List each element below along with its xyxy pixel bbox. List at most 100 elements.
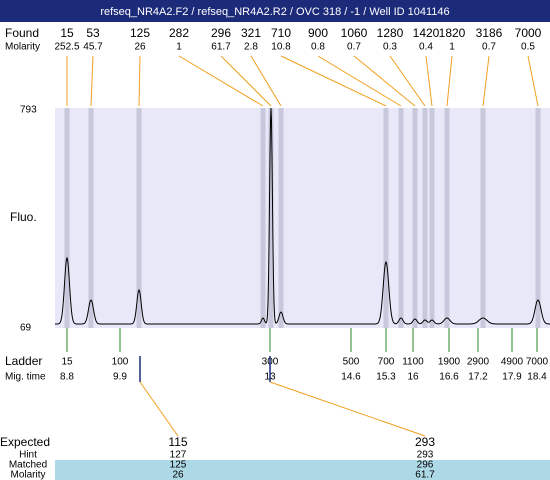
expected-size: 115 (168, 435, 187, 449)
ladder-size: 15 (61, 357, 73, 368)
fluo-label: Fluo. (10, 210, 37, 224)
ladder-time: 16 (407, 372, 419, 383)
peak-band (398, 108, 404, 328)
ladder-time: 15.3 (376, 372, 396, 383)
peak-band (535, 108, 541, 328)
found-molarity: 0.8 (311, 42, 325, 53)
found-molarity: 1 (176, 42, 182, 53)
title: refseq_NR4A2.F2 / refseq_NR4A2.R2 / OVC … (100, 6, 449, 18)
ladder-size: 7000 (526, 357, 549, 368)
found-molarity: 26 (134, 42, 146, 53)
found-size: 1420 (413, 26, 440, 40)
expected-size: 293 (415, 435, 435, 449)
found-size: 15 (60, 26, 74, 40)
found-size: 296 (211, 26, 231, 40)
peak-connector (90, 55, 94, 107)
ladder-size: 2900 (467, 357, 490, 368)
peak-connector (138, 55, 141, 107)
title-bar (0, 0, 550, 22)
peak-band (444, 108, 450, 328)
peak-band (412, 108, 418, 328)
match-connector (269, 381, 426, 437)
peak-connector (446, 55, 453, 107)
found-molarity: 0.7 (482, 42, 496, 53)
ladder-size: 1900 (438, 357, 461, 368)
peak-band (268, 108, 274, 328)
fluo-max: 793 (20, 105, 37, 116)
peak-connector (220, 55, 272, 107)
found-size: 710 (271, 26, 291, 40)
peak-connector (317, 55, 402, 107)
peak-connector (178, 55, 264, 107)
ladder-size: 1100 (402, 357, 424, 368)
ladder-time: 16.6 (439, 372, 459, 383)
found-size: 282 (169, 26, 189, 40)
molarity-label: Molarity (5, 42, 40, 53)
found-size: 1280 (377, 26, 404, 40)
hint-size: 127 (170, 450, 187, 461)
peak-connector (280, 55, 387, 107)
peak-band (429, 108, 435, 328)
peak-connector (353, 55, 416, 107)
peak-connector (425, 55, 433, 107)
ladder-time: 17.9 (502, 372, 522, 383)
peak-band (136, 108, 142, 328)
trace (55, 107, 550, 325)
peak-band (64, 108, 70, 328)
peak-band (278, 108, 284, 328)
ladder-time: 17.2 (468, 372, 488, 383)
hint-size: 293 (417, 450, 434, 461)
match-connector (139, 381, 179, 437)
found-molarity: 1 (449, 42, 455, 53)
found-size: 53 (86, 26, 100, 40)
found-size: 900 (308, 26, 328, 40)
ladder-time: 14.6 (341, 372, 361, 383)
found-molarity: 10.8 (271, 42, 291, 53)
found-size: 321 (241, 26, 261, 40)
ladder-time: 8.8 (60, 372, 74, 383)
ladder-size: 500 (343, 357, 360, 368)
found-size: 125 (130, 26, 150, 40)
peak-connector (482, 55, 490, 107)
peak-connector (527, 55, 539, 107)
matched-size: 125 (170, 460, 187, 471)
found-molarity: 0.7 (347, 42, 361, 53)
found-size: 1820 (439, 26, 466, 40)
found-molarity: 45.7 (83, 42, 103, 53)
expected-molarity-label: Molarity (10, 470, 45, 480)
found-size: 3186 (476, 26, 503, 40)
peak-band (480, 108, 486, 328)
found-label: Found (5, 26, 39, 40)
fluo-min: 69 (20, 323, 32, 334)
peak-connector (250, 55, 282, 107)
matched-molarity: 61.7 (415, 470, 435, 480)
peak-band (260, 108, 266, 328)
peak-connector (389, 55, 426, 107)
matched-band (55, 460, 550, 480)
found-molarity: 0.5 (521, 42, 535, 53)
ladder-size: 700 (378, 357, 395, 368)
found-size: 7000 (515, 26, 542, 40)
matched-size: 296 (417, 460, 434, 471)
plot-area (55, 108, 550, 328)
expected-label: Expected (0, 435, 50, 449)
found-molarity: 2.8 (244, 42, 258, 53)
peak-band (88, 108, 94, 328)
peak-band (383, 108, 389, 328)
ladder-size: 100 (112, 357, 129, 368)
matched-molarity: 26 (172, 470, 184, 480)
found-molarity: 0.3 (383, 42, 397, 53)
ladder-time: 18.4 (527, 372, 547, 383)
hint-label: Hint (19, 450, 37, 461)
peak-band (422, 108, 428, 328)
found-molarity: 0.4 (419, 42, 433, 53)
ladder-size: 4900 (501, 357, 524, 368)
ladder-time: 9.9 (113, 372, 127, 383)
found-molarity: 61.7 (211, 42, 231, 53)
matched-label: Matched (9, 460, 47, 471)
found-molarity: 252.5 (54, 42, 79, 53)
mig-time-label: Mig. time (5, 372, 46, 383)
ladder-label: Ladder (5, 354, 42, 368)
found-size: 1060 (341, 26, 368, 40)
